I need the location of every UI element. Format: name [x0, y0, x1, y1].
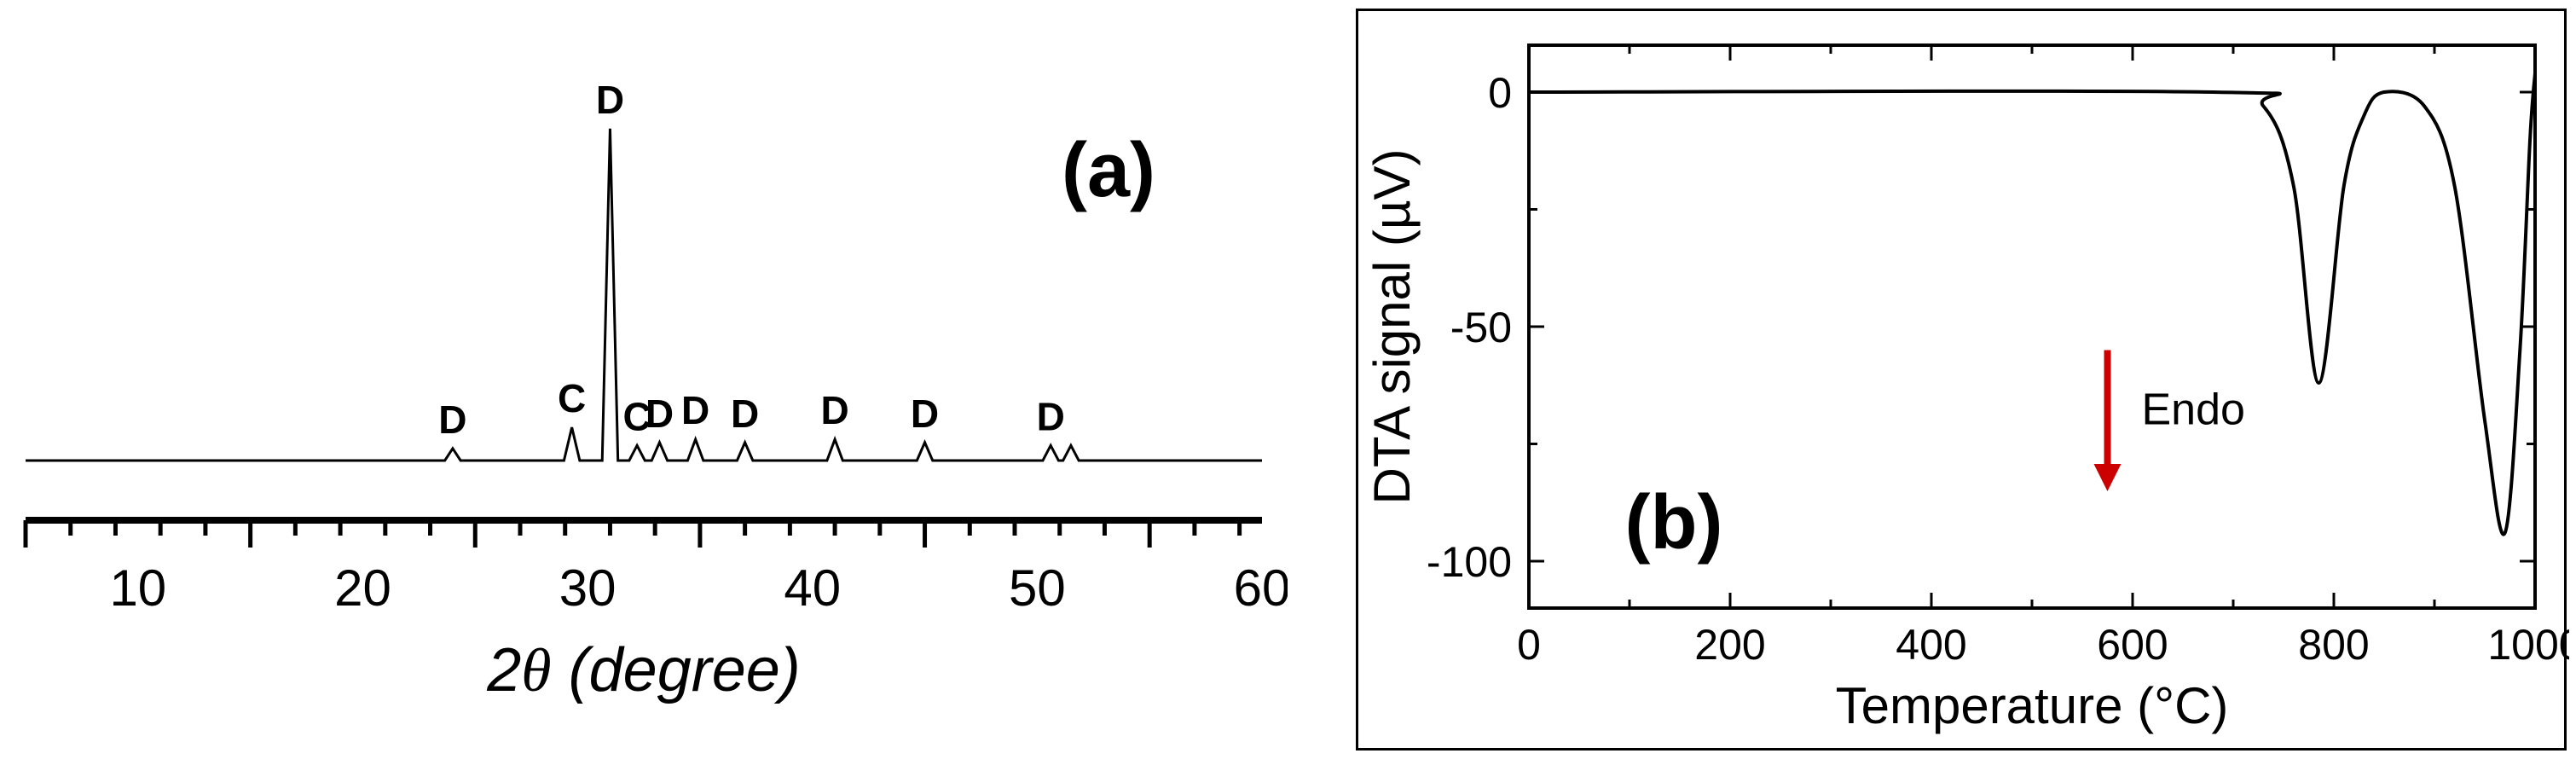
peak-label-c: C	[558, 376, 586, 420]
peak-label-d: D	[596, 78, 624, 122]
endo-arrow-head	[2094, 464, 2122, 491]
xrd-x-tick-label: 30	[559, 559, 617, 617]
panel-a-xrd: DCDCDDDDDD1020304050602θ (degree)(a)	[0, 0, 1288, 765]
xrd-x-tick-label: 40	[784, 559, 841, 617]
dta-y-tick-label: -100	[1427, 538, 1512, 586]
peak-label-d: D	[438, 397, 466, 442]
dta-y-tick-label: 0	[1488, 69, 1512, 117]
peak-label-d: D	[681, 388, 709, 432]
dta-x-tick-label: 400	[1896, 621, 1966, 669]
endo-label: Endo	[2142, 385, 2245, 434]
dta-x-tick-label: 0	[1517, 621, 1541, 669]
xrd-x-title: 2θ (degree)	[486, 636, 801, 704]
peak-label-d: D	[1037, 394, 1065, 438]
dta-y-title: DTA signal (µV)	[1363, 149, 1421, 505]
dta-x-tick-label: 1000	[2487, 621, 2569, 669]
dta-x-title: Temperature (°C)	[1836, 677, 2229, 734]
xrd-x-tick-label: 10	[109, 559, 166, 617]
panel-a-label: (a)	[1062, 128, 1155, 213]
peak-label-d: D	[820, 388, 848, 432]
panel-b-dta: -100 -50 0 0 200 400 600 800 1000 Temperature (°C…	[1356, 9, 2567, 751]
dta-x-tick-label: 600	[2097, 621, 2168, 669]
dta-x-tick-label: 800	[2298, 621, 2369, 669]
dta-x-tick-label: 200	[1694, 621, 1765, 669]
panel-b-label: (b)	[1625, 480, 1723, 565]
xrd-plot: DCDCDDDDDD1020304050602θ (degree)(a)	[0, 0, 1288, 765]
xrd-x-tick-label: 20	[334, 559, 391, 617]
peak-label-d: D	[911, 391, 939, 436]
peak-label-d: D	[731, 391, 759, 436]
peak-label-d: D	[645, 391, 674, 436]
xrd-x-tick-label: 60	[1234, 559, 1288, 617]
dta-curve	[1529, 73, 2535, 535]
dta-plot: -100 -50 0 0 200 400 600 800 1000 Temperature (°C…	[1358, 11, 2569, 753]
dta-y-tick-label: -50	[1450, 304, 1512, 351]
xrd-x-tick-label: 50	[1009, 559, 1066, 617]
